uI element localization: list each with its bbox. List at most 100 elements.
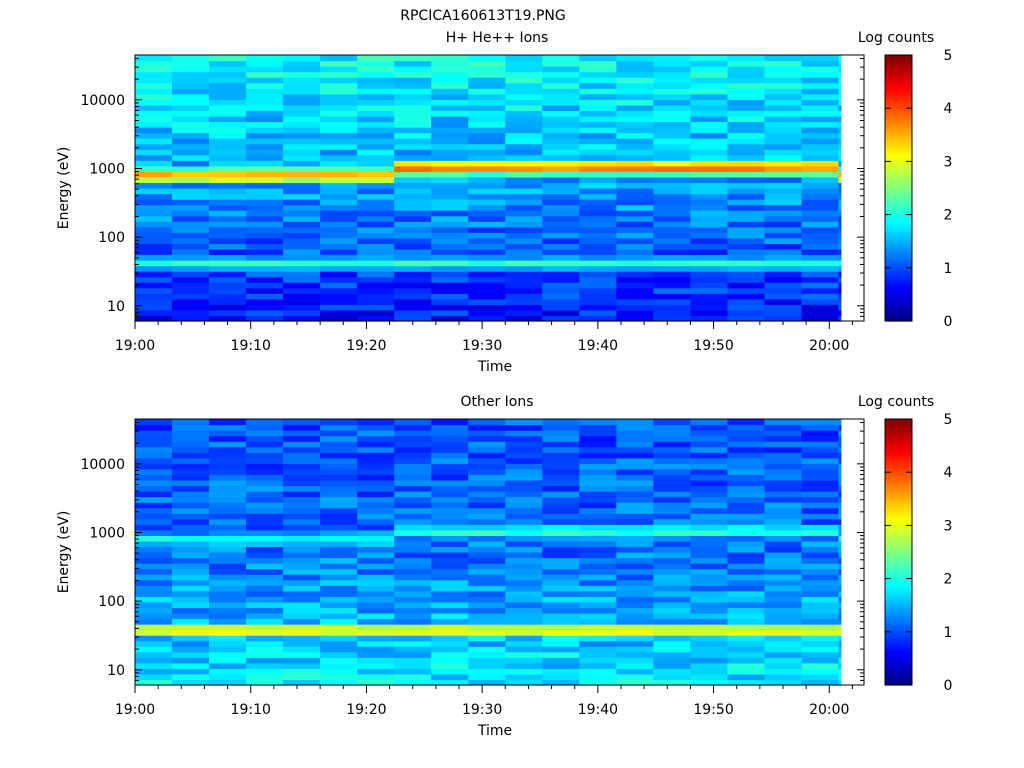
heatmap-cell xyxy=(172,82,210,89)
heatmap-cell xyxy=(690,452,729,459)
heatmap-cell xyxy=(616,557,654,564)
heatmap-cell xyxy=(542,657,580,664)
heatmap-cell xyxy=(801,55,840,62)
heatmap-cell xyxy=(468,518,506,525)
heatmap-cell xyxy=(764,254,803,261)
heatmap-cell xyxy=(579,479,617,487)
heatmap-cell xyxy=(801,457,840,464)
heatmap-cell xyxy=(727,260,766,267)
heatmap-cell xyxy=(431,424,469,431)
heatmap-cell xyxy=(542,149,580,156)
heatmap-cell xyxy=(542,563,580,570)
heatmap-cell xyxy=(135,77,173,84)
heatmap-cell xyxy=(357,618,395,625)
heatmap-cell xyxy=(616,282,654,289)
colorbar-swatch xyxy=(885,172,912,176)
heatmap-cell xyxy=(690,552,729,559)
heatmap-cell xyxy=(579,441,617,448)
heatmap-cell xyxy=(764,502,803,509)
heatmap-cell xyxy=(764,457,803,464)
heatmap-cell xyxy=(357,518,395,525)
heatmap-cell xyxy=(172,563,210,570)
heatmap-cell xyxy=(394,287,432,294)
heatmap-cell xyxy=(838,309,842,317)
x-tick-label: 19:50 xyxy=(693,702,733,718)
heatmap-cell xyxy=(727,574,766,581)
heatmap-cell xyxy=(616,165,654,172)
heatmap-cell xyxy=(505,127,543,134)
heatmap-cell xyxy=(468,618,506,625)
heatmap-cell xyxy=(135,535,173,542)
colorbar-swatch xyxy=(885,105,912,109)
heatmap-cell xyxy=(135,304,173,311)
heatmap-cell xyxy=(616,82,654,89)
heatmap-cell xyxy=(320,182,358,189)
heatmap-cell xyxy=(616,154,654,161)
heatmap-cell xyxy=(431,646,469,653)
heatmap-cell xyxy=(357,585,395,592)
colorbar-swatch xyxy=(885,70,912,75)
heatmap-cell xyxy=(320,446,358,453)
heatmap-cell xyxy=(801,529,840,536)
heatmap-cell xyxy=(801,618,840,625)
heatmap-cell xyxy=(357,210,395,217)
heatmap-cell xyxy=(616,287,654,294)
heatmap-cell xyxy=(653,77,692,84)
heatmap-cell xyxy=(468,612,506,620)
heatmap-cell xyxy=(320,479,358,487)
heatmap-cell xyxy=(283,446,321,453)
heatmap-cell xyxy=(764,315,803,322)
heatmap-cell xyxy=(468,452,506,459)
heatmap-cell xyxy=(468,138,506,145)
heatmap-cell xyxy=(653,479,692,487)
colorbar-swatch xyxy=(885,445,912,449)
heatmap-cell xyxy=(653,435,692,442)
heatmap-cell xyxy=(653,293,692,300)
heatmap-cell xyxy=(801,629,840,636)
heatmap-cell xyxy=(616,601,654,609)
heatmap-cell xyxy=(801,132,840,139)
heatmap-cell xyxy=(135,104,173,112)
heatmap-cell xyxy=(579,507,617,514)
heatmap-cell xyxy=(135,115,173,123)
heatmap-cell xyxy=(690,193,729,200)
heatmap-cell xyxy=(209,127,247,134)
heatmap-cell xyxy=(838,574,842,581)
heatmap-cell xyxy=(653,430,692,437)
heatmap-cell xyxy=(357,99,395,106)
heatmap-cell xyxy=(320,260,358,267)
heatmap-cell xyxy=(283,518,321,525)
heatmap-cell xyxy=(838,585,842,592)
colorbar-swatch xyxy=(885,238,912,242)
heatmap-cell xyxy=(172,518,210,525)
heatmap-cell xyxy=(764,55,803,62)
heatmap-cell xyxy=(394,188,432,195)
heatmap-cell xyxy=(246,557,284,564)
heatmap-cell xyxy=(505,607,543,614)
heatmap-cell xyxy=(320,127,358,134)
heatmap-cell xyxy=(505,254,543,261)
heatmap-cell xyxy=(727,513,766,520)
heatmap-cell xyxy=(135,215,173,222)
heatmap-cell xyxy=(394,82,432,89)
heatmap-cell xyxy=(135,624,173,631)
heatmap-cell xyxy=(246,232,284,239)
heatmap-cell xyxy=(357,563,395,570)
heatmap-cell xyxy=(172,524,210,531)
heatmap-cell xyxy=(209,215,247,222)
heatmap-cell xyxy=(505,563,543,570)
heatmap-cell xyxy=(357,154,395,161)
heatmap-cell xyxy=(616,110,654,117)
heatmap-cell xyxy=(801,468,840,476)
heatmap-cell xyxy=(764,282,803,289)
heatmap-cell xyxy=(320,71,358,78)
heatmap-cell xyxy=(394,485,432,492)
heatmap-cell xyxy=(431,127,469,134)
heatmap-cell xyxy=(653,215,692,222)
heatmap-cell xyxy=(172,635,210,642)
colorbar-swatch xyxy=(885,214,912,218)
heatmap-cell xyxy=(135,629,173,636)
heatmap-cell xyxy=(283,624,321,631)
heatmap-cell xyxy=(246,243,284,250)
